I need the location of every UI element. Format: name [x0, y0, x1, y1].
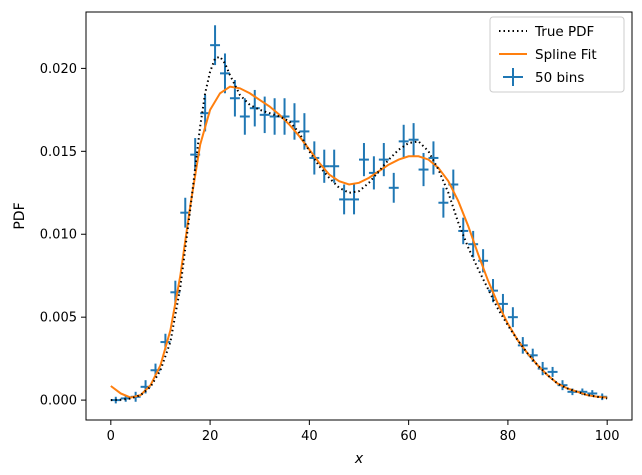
x-axis-ticks: 0 20 40 60 80 100 — [107, 420, 620, 444]
x-axis-label: x — [354, 451, 364, 467]
y-tick-label: 0.020 — [40, 62, 77, 77]
y-tick-label: 0.005 — [40, 311, 77, 326]
legend-box — [489, 16, 625, 93]
y-tick-label: 0.000 — [40, 394, 77, 409]
x-tick-label: 0 — [107, 429, 115, 444]
x-tick-label: 60 — [400, 429, 417, 444]
plot-area — [110, 25, 608, 404]
legend-label-spline-fit: Spline Fit — [535, 47, 597, 63]
y-tick-label: 0.010 — [40, 228, 77, 243]
plot-frame — [85, 11, 633, 421]
x-tick-label: 20 — [202, 429, 219, 444]
x-tick-label: 80 — [500, 429, 517, 444]
y-axis-ticks: 0.000 0.005 0.010 0.015 0.020 — [40, 62, 86, 409]
legend-label-true-pdf: True PDF — [534, 24, 594, 40]
x-tick-label: 40 — [301, 429, 318, 444]
y-axis-label: PDF — [12, 202, 28, 229]
series-50-bins — [110, 25, 608, 404]
y-tick-label: 0.015 — [40, 145, 77, 160]
series-true-pdf-line — [110, 55, 608, 402]
legend: True PDF Spline Fit 50 bins — [489, 16, 625, 93]
legend-label-bins: 50 bins — [535, 70, 584, 86]
x-tick-label: 100 — [595, 429, 620, 444]
